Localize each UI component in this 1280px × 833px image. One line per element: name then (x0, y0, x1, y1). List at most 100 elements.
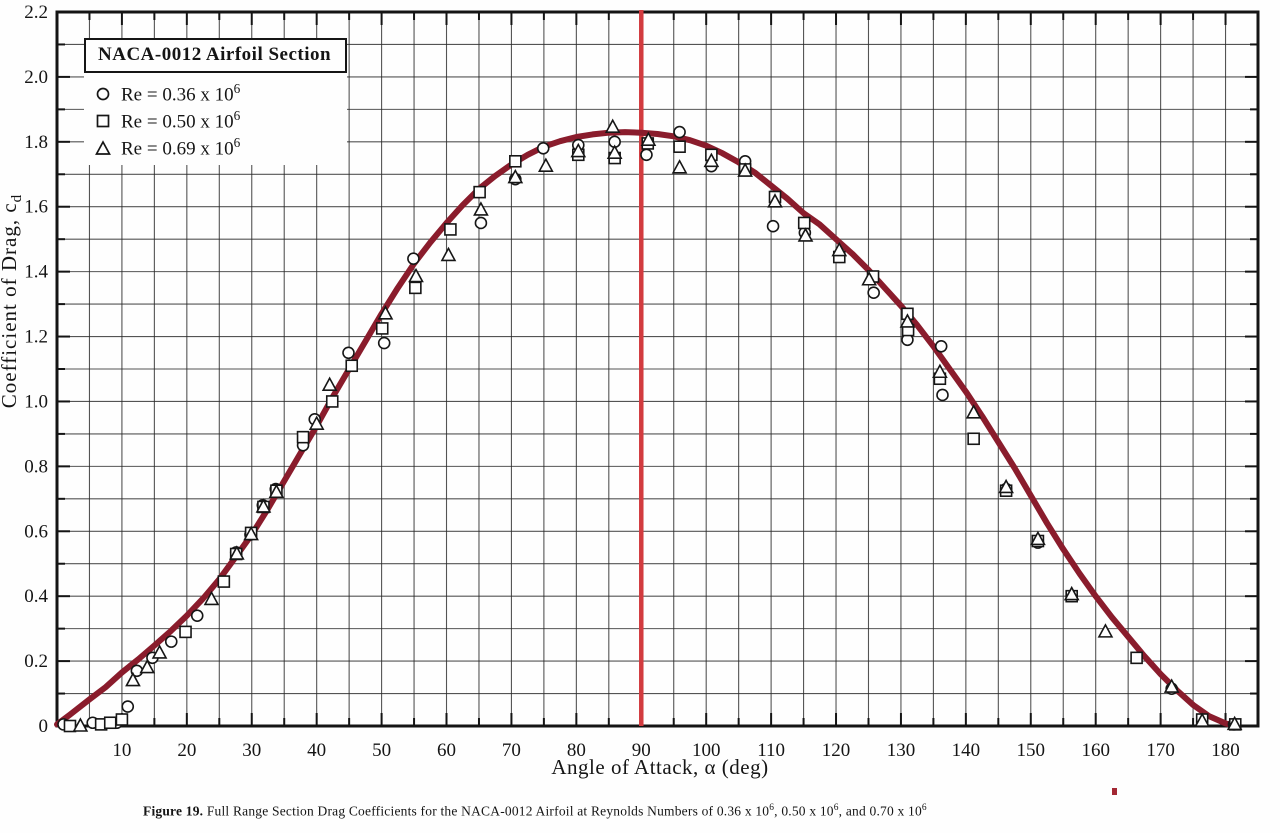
legend-entry-label: Re = 0.50 x 106 (121, 108, 240, 133)
data-point-triangle (507, 168, 524, 184)
data-point-triangle (703, 152, 720, 168)
data-point-triangle (440, 246, 457, 262)
square-marker-icon (96, 114, 110, 127)
text-segment: 6 (769, 803, 775, 813)
legend-entry-label: Re = 0.69 x 106 (121, 135, 240, 160)
data-point-square (444, 223, 457, 236)
data-point-triangle (797, 227, 814, 242)
data-point-triangle (1097, 623, 1114, 638)
y-tick-label: 1.2 (24, 327, 48, 348)
x-tick-label: 100 (692, 740, 721, 761)
data-point-square (375, 322, 389, 335)
data-point-square (296, 430, 310, 444)
x-tick-label: 10 (112, 740, 131, 761)
data-point-square (103, 716, 117, 730)
data-point-triangle (570, 142, 587, 158)
data-point-triangle (1030, 530, 1046, 546)
data-point-square (673, 140, 686, 153)
x-tick-label: 50 (372, 740, 391, 761)
data-point-circle (164, 635, 178, 648)
data-point-square (179, 625, 192, 639)
y-tick-label: 1.6 (24, 197, 48, 218)
data-point-triangle (203, 590, 220, 606)
data-point-triangle (377, 305, 394, 320)
data-point-square (797, 216, 811, 230)
x-tick-label: 40 (307, 740, 326, 761)
data-point-triangle (1163, 678, 1180, 693)
x-tick-label: 60 (437, 740, 456, 761)
data-point-triangle (308, 415, 325, 430)
data-point-square (409, 281, 422, 295)
data-point-triangle (1226, 715, 1243, 731)
data-point-triangle (255, 498, 272, 513)
data-point-circle (673, 125, 686, 139)
y-tick-label: 0.2 (24, 651, 48, 672)
text-segment: 6 (233, 107, 241, 123)
data-point-triangle (1063, 585, 1080, 601)
data-point-square (509, 154, 522, 168)
data-point-triangle (1194, 712, 1211, 727)
data-point-circle (936, 388, 949, 402)
plot-border (55, 10, 1260, 728)
x-tick-label: 20 (177, 740, 196, 761)
data-point-triangle (151, 644, 168, 659)
data-point-triangle (243, 525, 259, 541)
data-point-square (473, 185, 486, 199)
x-tick-label: 30 (242, 740, 261, 761)
data-point-square (217, 575, 231, 588)
y-tick-label: 0.8 (24, 456, 48, 477)
legend-entry-re-036: Re = 0.36 x 106 (94, 80, 329, 107)
data-point-triangle (737, 162, 753, 177)
y-axis-title: Coefficient of Drag, cd (0, 131, 26, 471)
text-segment: Figure 19. (143, 803, 204, 819)
data-point-triangle (125, 671, 141, 687)
data-point-circle (934, 339, 948, 353)
data-point-circle (121, 700, 135, 713)
y-tick-label: 0 (39, 716, 49, 737)
x-tick-label: 120 (822, 740, 851, 761)
data-point-triangle (139, 658, 156, 674)
data-point-triangle (899, 313, 916, 328)
data-point-square (325, 395, 339, 408)
data-point-triangle (604, 118, 621, 134)
text-segment: 6 (233, 80, 241, 96)
y-tick-label: 2.0 (24, 67, 48, 88)
text-segment: Re = 0.50 x 10 (121, 111, 234, 133)
data-point-triangle (831, 241, 848, 257)
data-point-triangle (767, 193, 783, 208)
x-tick-label: 150 (1017, 740, 1046, 761)
x-tick-label: 180 (1211, 740, 1240, 761)
text-segment: Full Range Section Drag Coefficients for… (203, 803, 770, 819)
legend: NACA-0012 Airfoil Section Re = 0.36 x 10… (84, 38, 348, 165)
legend-title: NACA-0012 Airfoil Section (84, 38, 348, 73)
text-segment: 6 (833, 803, 839, 813)
text-segment: 6 (921, 803, 927, 813)
text-segment: , and 0.70 x 10 (838, 803, 922, 819)
data-point-circle (640, 148, 653, 162)
x-tick-label: 130 (887, 740, 916, 761)
data-point-triangle (932, 363, 948, 379)
y-tick-label: 0.4 (24, 586, 48, 607)
data-point-triangle (640, 131, 657, 146)
data-point-square (1130, 651, 1143, 665)
data-point-triangle (965, 404, 982, 419)
y-tick-label: 1.4 (24, 262, 48, 283)
text-segment: 6 (233, 134, 241, 150)
data-point-triangle (72, 717, 89, 732)
data-point-circle (342, 346, 355, 360)
data-point-square (115, 713, 129, 726)
data-point-triangle (268, 483, 285, 499)
data-point-square (63, 719, 77, 733)
legend-entry-label: Re = 0.36 x 106 (121, 81, 240, 106)
data-point-circle (536, 142, 550, 155)
text-segment: Re = 0.69 x 10 (121, 138, 234, 160)
data-point-circle (766, 219, 780, 233)
data-point-circle (190, 609, 204, 622)
y-tick-label: 2.2 (24, 2, 48, 23)
y-tick-label: 0.6 (24, 521, 48, 542)
data-point-triangle (321, 376, 338, 392)
x-tick-label: 90 (632, 740, 651, 761)
text-segment: d (9, 193, 26, 203)
